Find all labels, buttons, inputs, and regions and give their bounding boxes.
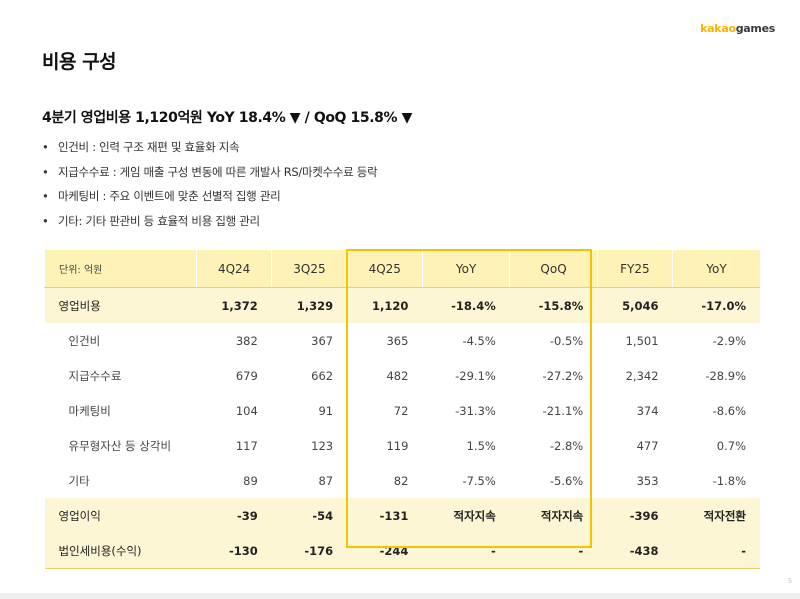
table-row: 지급수수료 679 662 482 -29.1% -27.2% 2,342 -2… bbox=[45, 358, 761, 393]
table-cell: 5,046 bbox=[597, 287, 673, 323]
table-row: 인건비 382 367 365 -4.5% -0.5% 1,501 -2.9% bbox=[45, 323, 761, 358]
table-cell: 적자지속 bbox=[422, 498, 510, 533]
row-label: 인건비 bbox=[68, 333, 101, 348]
table-cell: -31.3% bbox=[455, 403, 496, 418]
table-cell: -176 bbox=[271, 533, 348, 569]
bullet-item: 지급수수료 : 게임 매출 구성 변동에 따른 개발사 RS/마켓수수료 등락 bbox=[42, 162, 378, 187]
table-cell: 2,342 bbox=[625, 368, 659, 383]
table-row: 유무형자산 등 상각비 117 123 119 1.5% -2.8% 477 0… bbox=[45, 428, 761, 463]
table-cell: -1.8% bbox=[712, 473, 746, 488]
table-cell: 1,501 bbox=[625, 333, 659, 348]
table-cell: 477 bbox=[636, 438, 659, 453]
table-cell: 0.7% bbox=[716, 438, 746, 453]
table-cell: 91 bbox=[318, 403, 334, 418]
table-cell: 382 bbox=[235, 333, 258, 348]
table-cell: 적자전환 bbox=[672, 498, 760, 533]
table-cell: -5.6% bbox=[549, 473, 584, 488]
table-cell: 374 bbox=[636, 403, 659, 418]
table-row: 영업비용 1,372 1,329 1,120 -18.4% -15.8% 5,0… bbox=[44, 287, 760, 323]
table-cell: -0.5% bbox=[549, 333, 584, 348]
table-cell: 1.5% bbox=[466, 438, 496, 453]
table-cell: 89 bbox=[243, 473, 258, 488]
table-cell: -2.8% bbox=[549, 438, 584, 453]
bullet-list: 인건비 : 인력 구조 재편 및 효율화 지속 지급수수료 : 게임 매출 구성… bbox=[42, 137, 378, 236]
table-cell: -396 bbox=[597, 498, 673, 533]
table-cell: 353 bbox=[636, 473, 659, 488]
column-header: YoY bbox=[672, 250, 760, 288]
table-cell: 119 bbox=[386, 438, 409, 453]
column-header: FY25 bbox=[596, 250, 673, 288]
table-cell: -15.8% bbox=[509, 287, 598, 323]
table-cell: 367 bbox=[311, 333, 334, 348]
table-cell: 72 bbox=[393, 403, 409, 418]
table-cell: 482 bbox=[386, 368, 409, 383]
row-label: 마케팅비 bbox=[68, 403, 111, 418]
table-cell: -130 bbox=[196, 533, 272, 569]
row-label: 지급수수료 bbox=[68, 368, 122, 383]
table-cell: 87 bbox=[318, 473, 334, 488]
table-cell: -2.9% bbox=[712, 333, 746, 348]
row-label: 기타 bbox=[68, 473, 90, 488]
table-cell: -54 bbox=[271, 498, 348, 533]
table-cell: 1,372 bbox=[196, 287, 272, 323]
column-header: 3Q25 bbox=[271, 250, 348, 288]
table-cell: -18.4% bbox=[422, 287, 510, 323]
column-header: 4Q24 bbox=[195, 250, 272, 288]
column-header: 4Q25 bbox=[346, 250, 423, 288]
table-cell: - bbox=[509, 533, 598, 569]
table-cell: 적자지속 bbox=[509, 498, 598, 533]
column-header: YoY bbox=[421, 250, 510, 288]
kakaogames-logo: kakaogames bbox=[700, 22, 775, 35]
table-cell: 679 bbox=[235, 368, 258, 383]
table-cell: 104 bbox=[235, 403, 258, 418]
row-label: 영업이익 bbox=[44, 498, 197, 533]
footer-bar bbox=[0, 593, 800, 599]
bullet-item: 마케팅비 : 주요 이벤트에 맞춘 선별적 집행 관리 bbox=[42, 186, 377, 211]
headline: 4분기 영업비용 1,120억원 YoY 18.4% ▼ / QoQ 15.8%… bbox=[42, 110, 412, 126]
table-cell: 123 bbox=[311, 438, 334, 453]
table-cell: 82 bbox=[393, 473, 409, 488]
table-cell: 365 bbox=[386, 333, 409, 348]
table-cell: -131 bbox=[347, 498, 423, 533]
row-label: 유무형자산 등 상각비 bbox=[68, 438, 172, 453]
table-cell: -244 bbox=[347, 533, 423, 569]
table-header-row: 단위: 억원 4Q24 3Q25 4Q25 YoY QoQ FY25 YoY bbox=[44, 250, 760, 288]
table-cell: 662 bbox=[311, 368, 334, 383]
table-cell: - bbox=[422, 533, 510, 569]
table-cell: -8.6% bbox=[712, 403, 746, 418]
table-cell: 1,329 bbox=[271, 287, 348, 323]
table-cell: -21.1% bbox=[542, 403, 584, 418]
table-row: 기타 89 87 82 -7.5% -5.6% 353 -1.8% bbox=[45, 463, 761, 498]
cost-table: 단위: 억원 4Q24 3Q25 4Q25 YoY QoQ FY25 YoY 영… bbox=[44, 250, 760, 569]
row-label: 영업비용 bbox=[44, 287, 197, 323]
row-label: 법인세비용(수익) bbox=[44, 533, 197, 569]
bullet-item: 인건비 : 인력 구조 재편 및 효율화 지속 bbox=[42, 137, 377, 162]
page-number: 5 bbox=[788, 578, 792, 585]
bullet-item: 기타: 기타 판관비 등 효율적 비용 집행 관리 bbox=[42, 211, 377, 236]
table-cell: -17.0% bbox=[672, 287, 760, 323]
table-row: 마케팅비 104 91 72 -31.3% -21.1% 374 -8.6% bbox=[45, 393, 761, 428]
table-cell: - bbox=[672, 533, 760, 569]
page-title: 비용 구성 bbox=[42, 51, 117, 73]
table-cell: -27.2% bbox=[542, 368, 584, 383]
table-row: 법인세비용(수익) -130 -176 -244 - - -438 - bbox=[44, 533, 760, 569]
table-cell: -7.5% bbox=[462, 473, 496, 488]
table-row: 영업이익 -39 -54 -131 적자지속 적자지속 -396 적자전환 bbox=[44, 498, 760, 533]
table-cell: -29.1% bbox=[455, 368, 496, 383]
table-cell: -438 bbox=[597, 533, 673, 569]
column-header: QoQ bbox=[509, 250, 598, 288]
table-cell: 1,120 bbox=[347, 287, 423, 323]
table-cell: -4.5% bbox=[462, 333, 496, 348]
table-cell: -39 bbox=[196, 498, 272, 533]
unit-label: 단위: 억원 bbox=[44, 250, 197, 288]
table-cell: 117 bbox=[235, 438, 258, 453]
table-cell: -28.9% bbox=[705, 368, 746, 383]
